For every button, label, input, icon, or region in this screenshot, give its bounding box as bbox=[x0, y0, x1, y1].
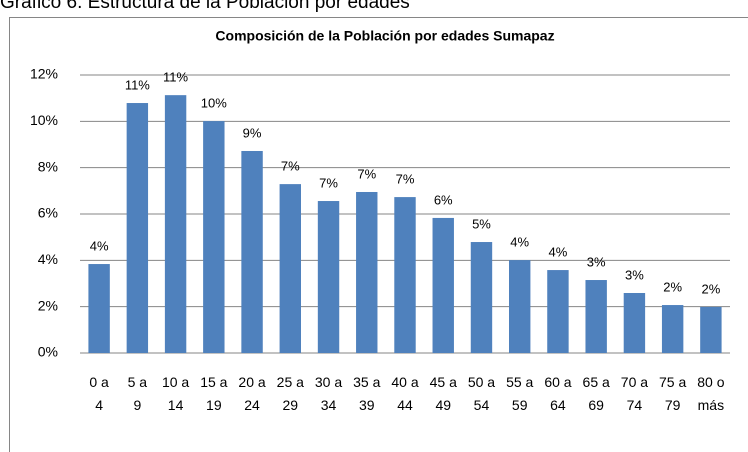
bar bbox=[547, 270, 569, 353]
bar bbox=[164, 95, 187, 353]
x-tick-label: 40 a 44 bbox=[391, 374, 418, 413]
value-label: 11% bbox=[125, 77, 150, 92]
y-tick-label: 8% bbox=[38, 158, 58, 174]
bar bbox=[585, 280, 607, 353]
bar bbox=[88, 264, 110, 353]
value-label: 2% bbox=[663, 279, 682, 294]
value-label: 11% bbox=[163, 70, 188, 85]
bar bbox=[432, 217, 454, 353]
x-tick-label: 15 a 19 bbox=[200, 374, 227, 413]
bar bbox=[203, 121, 225, 353]
chart-border bbox=[9, 17, 748, 452]
x-tick-label: 75 a 79 bbox=[659, 374, 686, 413]
x-tick-label: 30 a 34 bbox=[315, 374, 342, 413]
value-label: 10% bbox=[201, 96, 227, 111]
x-tick-label: 35 a 39 bbox=[353, 374, 380, 413]
bar bbox=[279, 184, 301, 353]
bar bbox=[700, 306, 722, 353]
value-label: 9% bbox=[243, 125, 262, 140]
value-label: 4% bbox=[510, 235, 529, 250]
bar bbox=[394, 197, 416, 353]
page-heading: Gráfico 6. Estructura de la Población po… bbox=[0, 0, 410, 13]
value-label: 4% bbox=[549, 245, 568, 260]
value-label: 4% bbox=[90, 238, 109, 253]
x-tick-label: 80 o más bbox=[697, 374, 724, 413]
y-tick-label: 2% bbox=[38, 297, 58, 313]
bar bbox=[661, 305, 684, 353]
bar bbox=[356, 191, 378, 353]
y-tick-label: 6% bbox=[38, 205, 58, 221]
x-tick-label: 60 a 64 bbox=[544, 374, 571, 413]
bar bbox=[317, 201, 340, 353]
value-label: 5% bbox=[472, 216, 491, 231]
value-label: 3% bbox=[625, 267, 644, 282]
x-tick-label: 50 a 54 bbox=[468, 374, 495, 413]
x-tick-label: 20 a 24 bbox=[238, 374, 265, 413]
chart-title: Composición de la Población por edades S… bbox=[215, 28, 554, 44]
x-tick-label: 45 a 49 bbox=[430, 374, 457, 413]
value-label: 2% bbox=[701, 281, 720, 296]
value-label: 6% bbox=[434, 192, 453, 207]
y-tick-label: 12% bbox=[30, 66, 58, 82]
x-tick-label: 70 a 74 bbox=[621, 374, 648, 413]
value-label: 7% bbox=[396, 172, 415, 187]
bar bbox=[623, 292, 646, 353]
x-tick-label: 10 a 14 bbox=[162, 374, 189, 413]
bar bbox=[509, 260, 531, 353]
value-label: 3% bbox=[587, 254, 606, 269]
x-tick-label: 25 a 29 bbox=[277, 374, 304, 413]
y-tick-label: 4% bbox=[38, 251, 58, 267]
x-tick-label: 65 a 69 bbox=[583, 374, 610, 413]
bar bbox=[241, 150, 263, 353]
value-label: 7% bbox=[319, 175, 338, 190]
x-tick-label: 55 a 59 bbox=[506, 374, 533, 413]
value-label: 7% bbox=[357, 166, 376, 181]
bar bbox=[126, 103, 149, 353]
y-tick-label: 10% bbox=[30, 112, 58, 128]
value-label: 7% bbox=[281, 159, 300, 174]
bar bbox=[470, 242, 493, 353]
y-tick-label: 0% bbox=[38, 344, 58, 360]
